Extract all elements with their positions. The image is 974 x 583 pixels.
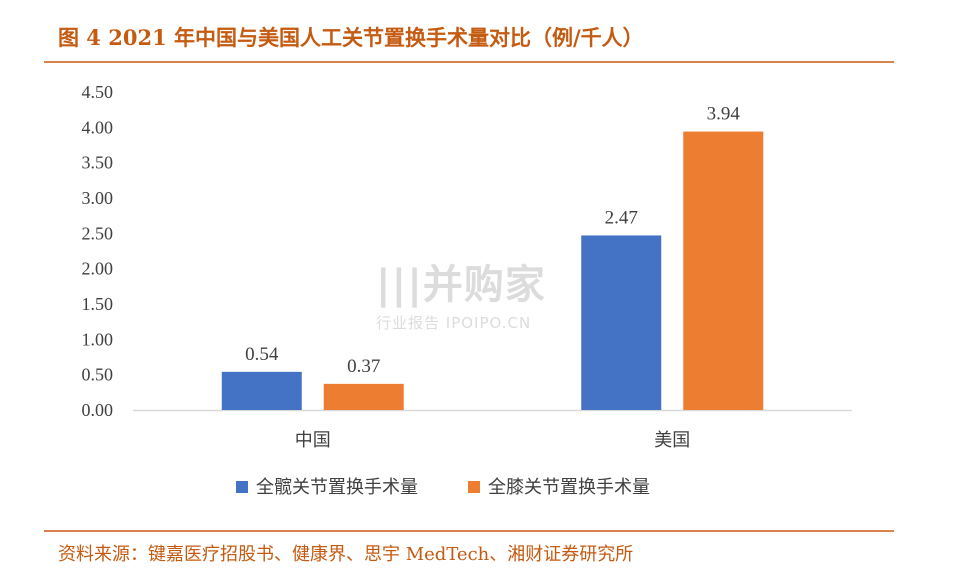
legend-swatch xyxy=(236,481,248,493)
data-label: 2.47 xyxy=(605,207,638,228)
x-tick-label: 中国 xyxy=(295,430,331,451)
y-tick-label: 3.50 xyxy=(82,153,114,173)
source-note: 资料来源：键嘉医疗招股书、健康界、思宇 MedTech、湘财证券研究所 xyxy=(58,544,634,565)
y-tick-label: 4.50 xyxy=(82,82,114,102)
x-tick-label: 美国 xyxy=(654,430,690,451)
bar xyxy=(581,235,662,410)
source-divider xyxy=(44,530,894,532)
legend-swatch xyxy=(468,481,480,493)
bar xyxy=(221,371,302,410)
data-label: 0.37 xyxy=(347,356,380,377)
y-tick-label: 4.00 xyxy=(82,117,114,137)
y-tick-label: 3.00 xyxy=(82,188,114,208)
y-tick-label: 1.00 xyxy=(82,329,114,349)
y-tick-label: 2.00 xyxy=(82,259,114,279)
title-divider xyxy=(44,61,894,63)
bar xyxy=(323,383,404,410)
bar xyxy=(683,131,764,410)
y-tick-label: 0.50 xyxy=(82,365,114,385)
y-tick-label: 2.50 xyxy=(82,223,114,243)
legend-label: 全膝关节置换手术量 xyxy=(488,477,650,498)
legend-label: 全髋关节置换手术量 xyxy=(256,477,418,498)
figure-title: 图 4 2021 年中国与美国人工关节置换手术量对比（例/千人） xyxy=(58,25,644,50)
y-tick-label: 0.00 xyxy=(82,400,114,420)
data-label: 3.94 xyxy=(707,104,741,125)
data-label: 0.54 xyxy=(245,344,279,365)
y-tick-label: 1.50 xyxy=(82,294,114,314)
